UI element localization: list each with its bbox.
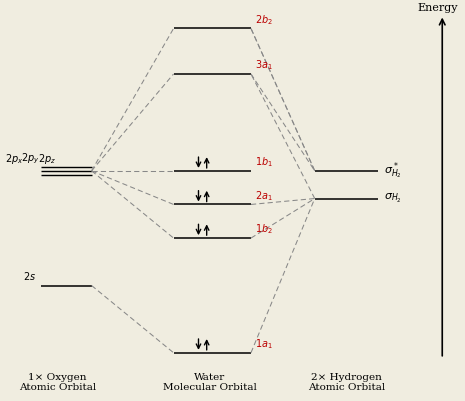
Text: 2× Hydrogen
Atomic Orbital: 2× Hydrogen Atomic Orbital	[308, 373, 385, 392]
Text: $1a_1$: $1a_1$	[255, 337, 272, 351]
Text: $2s$: $2s$	[23, 269, 36, 282]
Text: Energy: Energy	[418, 3, 458, 13]
Text: $2p_y$: $2p_y$	[21, 152, 40, 166]
Text: $2p_x$: $2p_x$	[5, 152, 24, 166]
Text: $\sigma_{H_2}$: $\sigma_{H_2}$	[384, 192, 402, 205]
Text: $2a_1$: $2a_1$	[255, 189, 272, 203]
Text: $1b_1$: $1b_1$	[255, 156, 272, 169]
Text: 1× Oxygen
Atomic Orbital: 1× Oxygen Atomic Orbital	[19, 373, 96, 392]
Text: $2b_2$: $2b_2$	[255, 13, 272, 27]
Text: Water
Molecular Orbital: Water Molecular Orbital	[163, 373, 257, 392]
Text: $2p_z$: $2p_z$	[38, 152, 56, 166]
Text: $1b_2$: $1b_2$	[255, 223, 272, 237]
Text: $\sigma_{H_2}^*$: $\sigma_{H_2}^*$	[384, 160, 402, 181]
Text: $3a_1$: $3a_1$	[255, 59, 272, 72]
